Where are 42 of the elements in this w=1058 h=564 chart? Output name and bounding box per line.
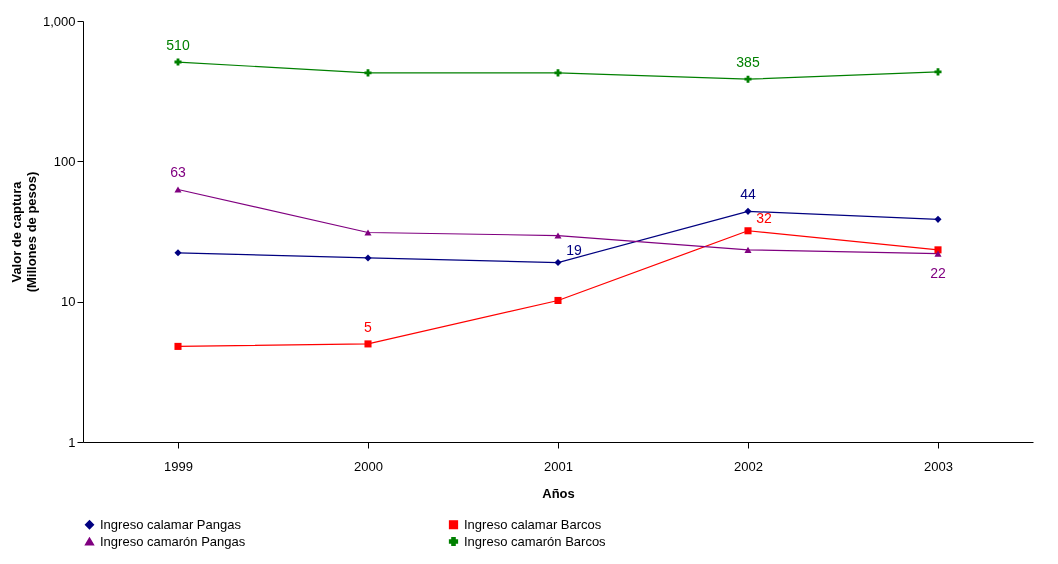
point	[934, 246, 942, 254]
y-tick-label: 10	[61, 294, 76, 310]
point	[934, 250, 942, 257]
y-tick-label: 1	[68, 434, 76, 450]
x-tick-label: 1999	[164, 458, 193, 474]
legend-label: Ingreso camarón Pangas	[100, 533, 246, 549]
point	[934, 215, 942, 223]
x-tick-label: 2003	[924, 458, 953, 474]
point	[174, 186, 182, 193]
legend-label: Ingreso camarón Barcos	[464, 533, 607, 549]
y-axis-title: Valor de captura (Millones de pesos)	[8, 171, 39, 293]
data-label: 22	[930, 264, 946, 281]
x-axis-title: Años	[542, 485, 575, 501]
point	[744, 246, 752, 253]
data-label: 63	[170, 164, 186, 181]
point	[174, 249, 182, 257]
data-label: 19	[566, 241, 582, 258]
point	[174, 342, 182, 350]
point	[364, 254, 372, 262]
data-label: 5	[364, 318, 373, 335]
point	[934, 68, 942, 76]
legend-label: Ingreso calamar Barcos	[464, 516, 602, 532]
x-tick-label: 2002	[734, 458, 763, 474]
point	[364, 69, 372, 77]
point	[554, 69, 562, 77]
x-tick-label: 2000	[354, 458, 383, 474]
data-label: 385	[736, 54, 760, 71]
data-label: 32	[756, 209, 772, 226]
point	[744, 75, 752, 83]
point	[554, 259, 562, 267]
point	[554, 296, 562, 304]
point	[744, 207, 752, 215]
point	[554, 232, 562, 239]
point	[744, 227, 752, 235]
data-label: 44	[740, 186, 756, 203]
point	[364, 229, 372, 236]
y-tick-label: 1,000	[42, 13, 76, 29]
point	[364, 340, 372, 348]
legend-label: Ingreso calamar Pangas	[100, 516, 242, 532]
y-tick-label: 100	[53, 153, 76, 169]
x-tick-label: 2001	[544, 458, 573, 474]
data-label: 510	[166, 37, 190, 54]
